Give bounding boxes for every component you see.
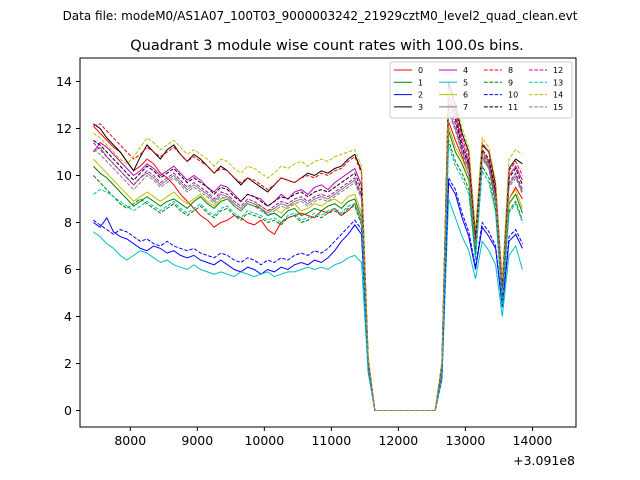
legend-label-3: 3 bbox=[418, 103, 423, 112]
y-tick-label: 0 bbox=[64, 403, 72, 418]
legend-label-8: 8 bbox=[508, 66, 513, 75]
series-line-6 bbox=[93, 126, 523, 411]
series-line-1 bbox=[93, 130, 523, 411]
plot-area bbox=[79, 57, 577, 428]
legend-label-6: 6 bbox=[463, 91, 468, 100]
axes-frame bbox=[80, 58, 576, 427]
legend-label-9: 9 bbox=[508, 78, 513, 87]
y-tick-label: 14 bbox=[56, 74, 72, 89]
legend-label-7: 7 bbox=[463, 103, 468, 112]
legend-label-0: 0 bbox=[418, 66, 423, 75]
x-tick-label: 12000 bbox=[378, 433, 418, 448]
figure-suptitle: Data file: modeM0/AS1A07_100T03_90000032… bbox=[63, 9, 578, 23]
legend-label-1: 1 bbox=[418, 78, 423, 87]
y-tick-label: 12 bbox=[56, 121, 72, 136]
legend-label-4: 4 bbox=[463, 66, 468, 75]
y-tick-label: 8 bbox=[64, 215, 72, 230]
legend-label-15: 15 bbox=[553, 103, 563, 112]
series-line-5 bbox=[93, 198, 523, 411]
y-tick-label: 10 bbox=[56, 168, 72, 183]
x-tick-label: 9000 bbox=[181, 433, 213, 448]
series-line-10 bbox=[93, 176, 523, 411]
y-tick-label: 6 bbox=[64, 262, 72, 277]
x-axis: 8000 9000 10000 11000 12000 13000 14000 bbox=[114, 427, 552, 448]
y-axis: 0 2 4 6 8 10 12 14 bbox=[56, 74, 80, 418]
legend-label-12: 12 bbox=[553, 66, 563, 75]
legend-box bbox=[389, 61, 573, 119]
y-tick-label: 4 bbox=[64, 309, 72, 324]
x-tick-label: 10000 bbox=[244, 433, 284, 448]
legend-label-10: 10 bbox=[508, 91, 518, 100]
series-line-13 bbox=[93, 144, 523, 411]
legend-label-5: 5 bbox=[463, 78, 468, 87]
series-line-9 bbox=[93, 140, 523, 411]
legend-label-14: 14 bbox=[553, 91, 563, 100]
x-tick-label: 14000 bbox=[513, 433, 553, 448]
legend-label-11: 11 bbox=[508, 103, 518, 112]
x-tick-label: 13000 bbox=[446, 433, 486, 448]
y-tick-label: 2 bbox=[64, 356, 72, 371]
x-offset-label: +3.091e8 bbox=[513, 453, 575, 468]
series-line-14 bbox=[93, 88, 523, 411]
legend-label-13: 13 bbox=[553, 78, 563, 87]
series-line-0 bbox=[93, 121, 523, 411]
chart-title: Quadrant 3 module wise count rates with … bbox=[130, 38, 524, 54]
x-tick-label: 11000 bbox=[311, 433, 351, 448]
series-line-2 bbox=[93, 180, 523, 411]
x-tick-label: 8000 bbox=[114, 433, 146, 448]
legend-label-2: 2 bbox=[418, 91, 423, 100]
